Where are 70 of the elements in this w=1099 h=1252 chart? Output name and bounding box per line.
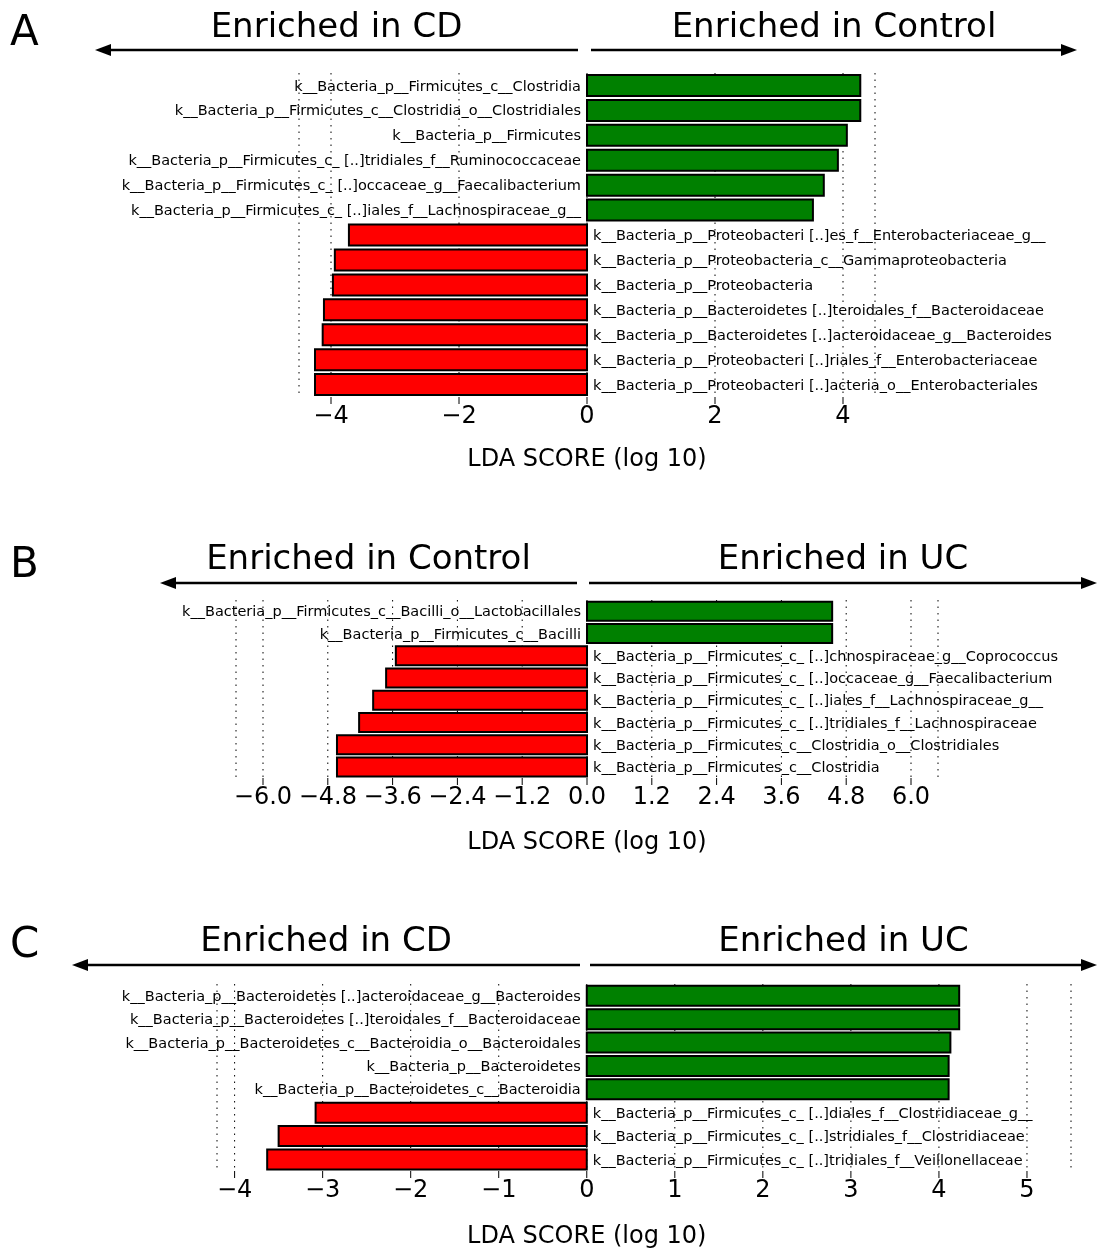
y-tick-label: k__Bacteria_p__Firmicutes (392, 127, 581, 144)
y-tick-label: k__Bacteria_p__Firmicutes_c_ [..]tridiales_f__Veillonellaceae (592, 1151, 1023, 1168)
y-tick-label: k__Bacteria_p__Firmicutes_c__Clostridia (593, 759, 880, 776)
y-tick-label: k__Bacteria_p__Firmicutes_c__Clostridia_o__Clostridiales (174, 102, 581, 119)
x-axis-title: LDA SCORE (log 10) (466, 827, 708, 855)
x-axis-title: LDA SCORE (log 10) (466, 444, 708, 472)
x-tick-label: −4 (313, 401, 349, 430)
y-tick-label: k__Bacteria_p__Bacteroidetes (366, 1058, 581, 1075)
y-tick-label: k__Bacteria_p__Bacteroidetes [..]acteroidaceae_g__Bacteroides (593, 326, 1052, 343)
x-tick-label: 2 (707, 401, 723, 430)
x-tick-label: 1.2 (632, 782, 671, 811)
chart-title: B (10, 538, 39, 587)
chart-title: A (10, 6, 39, 55)
y-tick-label: k__Bacteria_p__Bacteroidetes_c__Bacteroidia_o__Bacteroidales (125, 1034, 581, 1051)
y-tick-label: k__Bacteria_p__Bacteroidetes [..]teroidales_f__Bacteroidaceae (129, 1011, 581, 1028)
x-tick-label: 0 (579, 401, 595, 430)
y-tick-label: k__Bacteria_p__Proteobacteri [..]es_f__Enterobacteriaceae_g__ (593, 227, 1047, 244)
x-tick-label: 5 (1019, 1175, 1035, 1204)
y-tick-label: k__Bacteria_p__Bacteroidetes [..]teroidales_f__Bacteroidaceae (593, 301, 1044, 318)
text: Enriched in UC (716, 537, 970, 577)
x-axis-title: LDA SCORE (log 10) (466, 1221, 708, 1249)
text: Enriched in Control (670, 5, 998, 45)
y-tick-label: k__Bacteria_p__Firmicutes_c_ [..]chnospiraceae_g__Coprococcus (593, 647, 1059, 664)
chart-title: C (10, 918, 40, 967)
x-tick-label: −3 (304, 1175, 341, 1204)
y-tick-label: k__Bacteria_p__Firmicutes_c_ [..]tridiales_f__Ruminococcaceae (128, 152, 582, 169)
y-tick-label: k__Bacteria_p__Firmicutes_c__Bacilli (319, 625, 581, 642)
bar (586, 123, 848, 147)
text: Enriched in Control (205, 537, 532, 577)
x-tick-label: 4 (835, 401, 851, 430)
x-tick-label: 2 (755, 1175, 771, 1204)
y-tick-label: k__Bacteria_p__Firmicutes_c_ [..]iales_f__Lachnospiraceae_g__ (131, 202, 582, 219)
y-tick-label: k__Bacteria_p__Firmicutes_c_ [..]occaceae_g__Faecalibacterium (121, 177, 581, 194)
y-tick-label: k__Bacteria_p__Firmicutes_c__Clostridia_o__Clostridiales (593, 736, 1000, 753)
y-tick-label: k__Bacteria_p__Firmicutes_c__Clostridia (294, 77, 581, 94)
x-tick-label: −2 (393, 1175, 429, 1204)
bar (586, 148, 839, 172)
x-tick-label: −4 (216, 1175, 253, 1204)
y-tick-label: k__Bacteria_p__Proteobacteria_c__Gammaproteobacteria (593, 252, 1007, 269)
y-tick-label: k__Bacteria_p__Firmicutes_c_ [..]stridiales_f__Clostridiaceae (592, 1128, 1025, 1145)
x-tick-label: 2.4 (697, 782, 736, 811)
y-tick-label: k__Bacteria_p__Proteobacteria (593, 276, 814, 293)
y-tick-label: k__Bacteria_p__Proteobacteri [..]acteria_o__Enterobacteriales (593, 376, 1038, 393)
x-tick-label: −3.6 (363, 782, 422, 811)
x-tick-label: 6.0 (891, 782, 931, 811)
x-tick-label: 3 (843, 1175, 859, 1204)
y-tick-label: k__Bacteria_p__Firmicutes_c__Bacilli_o__Lactobacillales (182, 603, 581, 620)
x-tick-label: −6.0 (233, 782, 293, 811)
x-tick-label: 0 (579, 1175, 595, 1204)
x-tick-label: 1 (667, 1175, 683, 1204)
y-tick-label: k__Bacteria_p__Firmicutes_c_ [..]occaceae_g__Faecalibacterium (593, 670, 1053, 687)
bar (586, 98, 862, 122)
y-tick-label: k__Bacteria_p__Bacteroidetes [..]acteroidaceae_g__Bacteroides (121, 987, 581, 1004)
y-tick-label: k__Bacteria_p__Bacteroidetes_c__Bacteroidia (254, 1081, 581, 1098)
x-tick-label: −4.8 (298, 782, 357, 811)
y-tick-label: k__Bacteria_p__Firmicutes_c_ [..]diales_f__Clostridiaceae_g__ (592, 1104, 1034, 1121)
x-tick-label: −2.4 (428, 782, 487, 811)
y-tick-label: k__Bacteria_p__Firmicutes_c_ [..]iales_f__Lachnospiraceae_g__ (593, 692, 1044, 709)
x-tick-label: −1 (481, 1175, 517, 1204)
y-tick-label: k__Bacteria_p__Firmicutes_c_ [..]tridiales_f__Lachnospiraceae (593, 714, 1037, 731)
x-tick-label: 4.8 (827, 782, 866, 811)
y-tick-label: k__Bacteria_p__Proteobacteri [..]riales_f__Enterobacteriaceae (593, 351, 1038, 368)
text: Enriched in UC (717, 919, 970, 959)
text: Enriched in CD (209, 5, 464, 45)
text: Enriched in CD (199, 919, 453, 959)
x-tick-label: 0.0 (567, 782, 607, 811)
x-tick-label: 4 (931, 1175, 947, 1204)
x-tick-label: −1.2 (493, 782, 552, 811)
x-tick-label: 3.6 (762, 782, 801, 811)
x-tick-label: −2 (441, 401, 477, 430)
